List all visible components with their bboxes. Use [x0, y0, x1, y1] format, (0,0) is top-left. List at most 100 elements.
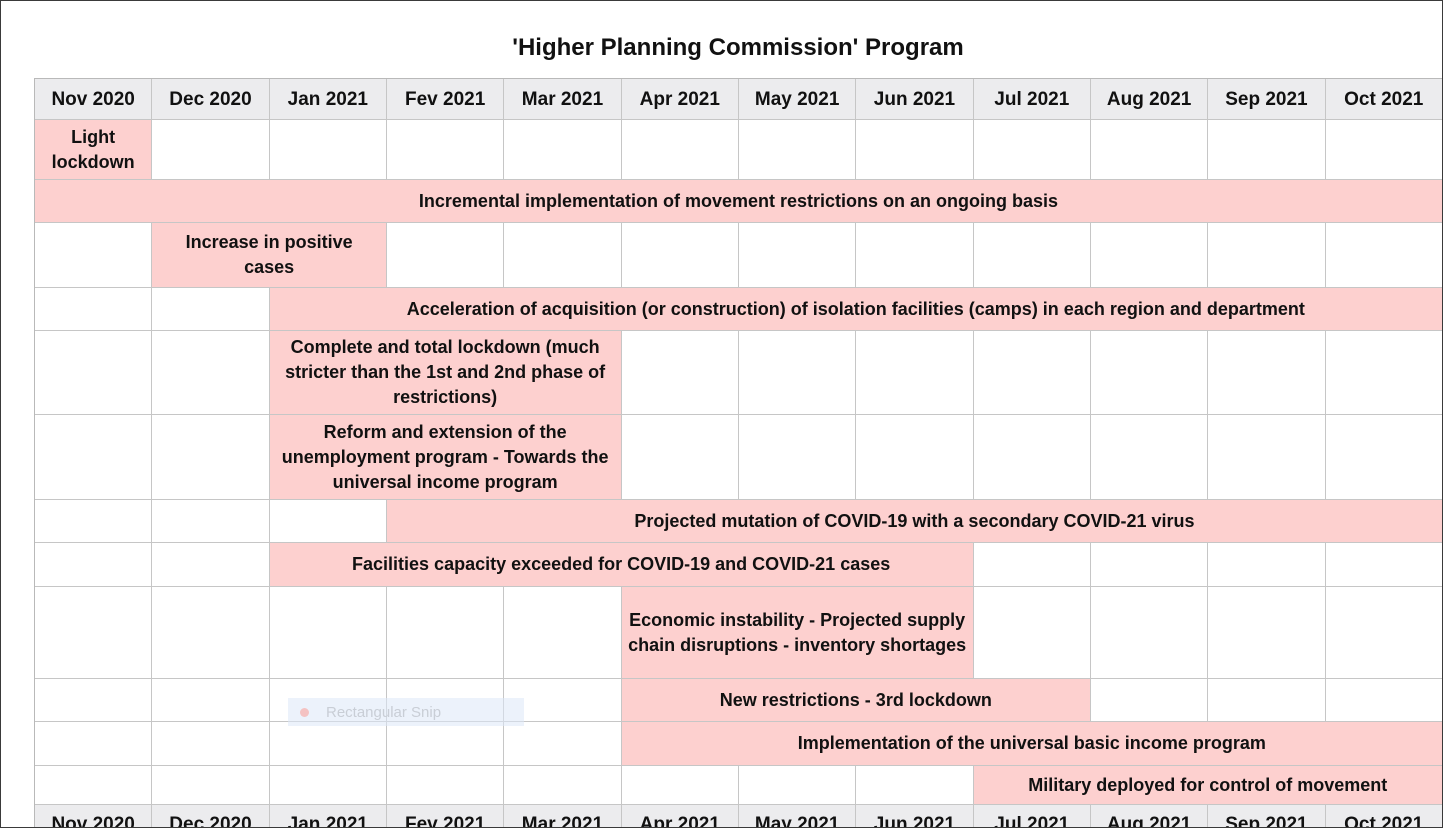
empty-cell: [1090, 331, 1209, 415]
bottom-month-header: Apr 2021: [621, 805, 739, 827]
empty-cell: [386, 120, 505, 180]
bottom-month-header: Sep 2021: [1208, 805, 1326, 827]
event-bar: Increase in positive cases: [152, 223, 387, 288]
bottom-month-header: Jun 2021: [856, 805, 974, 827]
empty-cell: [504, 223, 622, 288]
empty-cell: [386, 722, 505, 766]
empty-cell: [35, 223, 153, 288]
record-dot-icon: [300, 707, 309, 717]
bottom-month-header: Dec 2020: [152, 805, 270, 827]
empty-cell: [1325, 331, 1442, 415]
empty-cell: [152, 722, 270, 766]
empty-cell: [1325, 120, 1442, 180]
empty-cell: [269, 587, 387, 679]
event-bar: Acceleration of acquisition (or construc…: [269, 288, 1442, 331]
empty-cell: [1208, 223, 1326, 288]
bottom-month-header: Mar 2021: [504, 805, 622, 827]
event-bar: Facilities capacity exceeded for COVID-1…: [269, 543, 974, 587]
empty-cell: [269, 120, 387, 180]
empty-cell: [973, 223, 1091, 288]
event-bar: Projected mutation of COVID-19 with a se…: [386, 500, 1442, 543]
empty-cell: [269, 766, 387, 805]
empty-cell: [1325, 543, 1442, 587]
empty-cell: [621, 120, 739, 180]
empty-cell: [621, 766, 739, 805]
empty-cell: [856, 120, 974, 180]
rectangular-snip-label: Rectangular Snip: [326, 703, 442, 721]
event-bar: New restrictions - 3rd lockdown: [621, 679, 1091, 722]
empty-cell: [1090, 223, 1209, 288]
bottom-month-header: Nov 2020: [35, 805, 153, 827]
bottom-month-header: Oct 2021: [1325, 805, 1442, 827]
empty-cell: [621, 415, 739, 500]
empty-cell: [152, 415, 270, 500]
top-month-header: Sep 2021: [1208, 79, 1326, 120]
top-month-header: Apr 2021: [621, 79, 739, 120]
page-title: 'Higher Planning Commission' Program: [512, 34, 964, 61]
empty-cell: [1090, 120, 1209, 180]
empty-cell: [973, 120, 1091, 180]
empty-cell: [152, 766, 270, 805]
empty-cell: [738, 331, 857, 415]
top-month-header: May 2021: [738, 79, 857, 120]
bottom-month-header: Jul 2021: [973, 805, 1091, 827]
empty-cell: [152, 679, 270, 722]
event-bar: Economic instability - Projected supply …: [621, 587, 974, 679]
empty-cell: [152, 543, 270, 587]
top-month-header: Fev 2021: [386, 79, 505, 120]
top-month-header: Mar 2021: [504, 79, 622, 120]
empty-cell: [1208, 679, 1326, 722]
top-month-header: Jun 2021: [856, 79, 974, 120]
event-bar: Reform and extension of the unemployment…: [269, 415, 622, 500]
top-month-header: Jan 2021: [269, 79, 387, 120]
empty-cell: [35, 766, 153, 805]
bottom-month-header: Fev 2021: [386, 805, 505, 827]
bottom-month-header: Jan 2021: [269, 805, 387, 827]
empty-cell: [856, 766, 974, 805]
empty-cell: [973, 587, 1091, 679]
empty-cell: [35, 415, 153, 500]
event-bar: Incremental implementation of movement r…: [35, 180, 1442, 223]
empty-cell: [973, 331, 1091, 415]
empty-cell: [35, 331, 153, 415]
empty-cell: [973, 543, 1091, 587]
empty-cell: [856, 415, 974, 500]
empty-cell: [1325, 679, 1442, 722]
empty-cell: [504, 120, 622, 180]
empty-cell: [269, 500, 387, 543]
empty-cell: [35, 722, 153, 766]
top-month-header: Nov 2020: [35, 79, 153, 120]
empty-cell: [621, 223, 739, 288]
empty-cell: [1208, 331, 1326, 415]
empty-cell: [1325, 415, 1442, 500]
empty-cell: [1090, 679, 1209, 722]
empty-cell: [738, 415, 857, 500]
empty-cell: [504, 722, 622, 766]
empty-cell: [856, 223, 974, 288]
empty-cell: [386, 587, 505, 679]
empty-cell: [35, 288, 153, 331]
empty-cell: [152, 587, 270, 679]
timeline-table: Nov 2020 Dec 2020 Jan 2021 Fev 2021 Mar 2021…: [34, 78, 1442, 827]
top-month-header: Oct 2021: [1325, 79, 1442, 120]
top-month-header: Jul 2021: [973, 79, 1091, 120]
empty-cell: [1090, 543, 1209, 587]
empty-cell: [504, 587, 622, 679]
empty-cell: [1208, 415, 1326, 500]
bottom-month-header: Aug 2021: [1090, 805, 1209, 827]
empty-cell: [35, 543, 153, 587]
empty-cell: [738, 223, 857, 288]
empty-cell: [35, 587, 153, 679]
empty-cell: [35, 500, 153, 543]
event-bar: Military deployed for control of movemen…: [973, 766, 1442, 805]
empty-cell: [152, 288, 270, 331]
empty-cell: [152, 331, 270, 415]
empty-cell: [386, 223, 505, 288]
empty-cell: [621, 331, 739, 415]
event-bar: Implementation of the universal basic in…: [621, 722, 1442, 766]
empty-cell: [856, 331, 974, 415]
top-month-header: Aug 2021: [1090, 79, 1209, 120]
empty-cell: [152, 120, 270, 180]
rectangular-snip-tooltip: Rectangular Snip: [288, 698, 524, 726]
empty-cell: [1325, 223, 1442, 288]
